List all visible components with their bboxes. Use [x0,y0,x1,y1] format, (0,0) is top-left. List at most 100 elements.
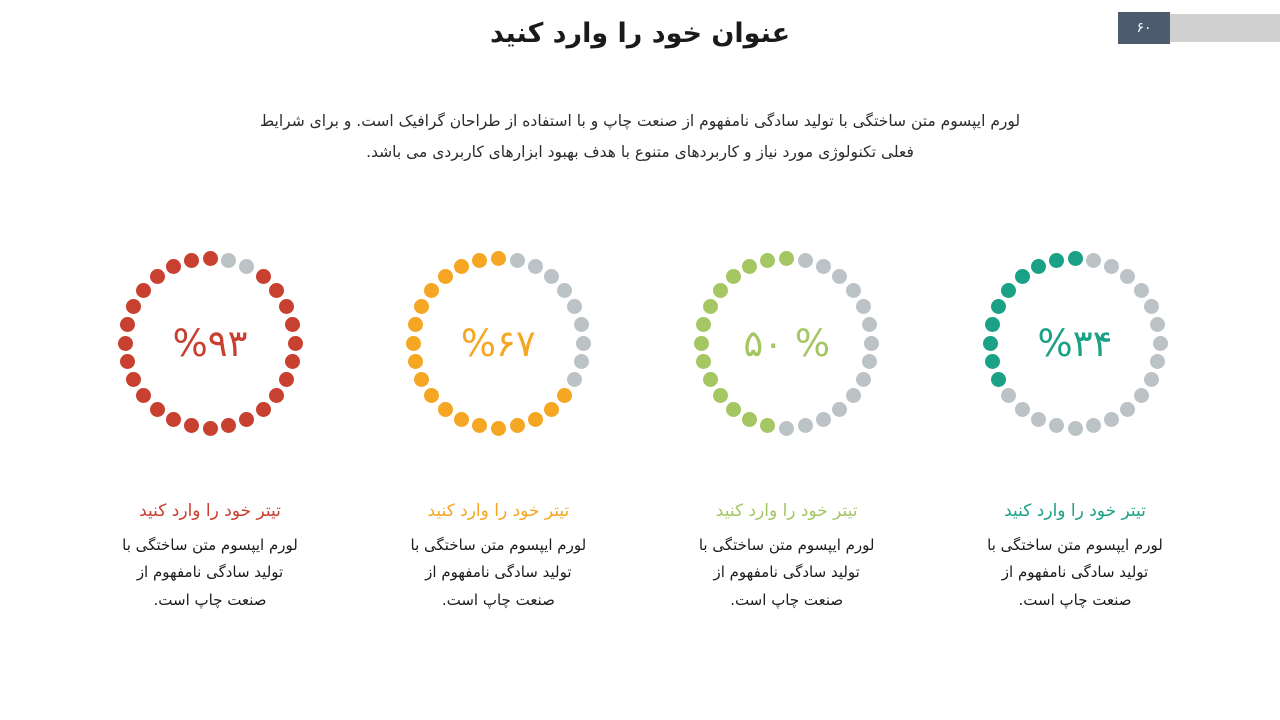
ring-dot-filled [221,418,237,434]
caption-body: لورم ایپسوم متن ساختگی با تولید سادگی نا… [987,535,1163,610]
ring-dot-filled [165,258,181,274]
ring-dot-filled [149,269,165,285]
ring-dot-empty [862,316,878,332]
ring-dot-filled [471,252,487,268]
ring-dot-empty [527,258,543,274]
ring-dot-filled [136,388,152,404]
ring-dot-empty [855,298,871,314]
ring-dot-filled [1001,282,1017,298]
ring-dot-empty [573,316,589,332]
ring-dot-empty [832,401,848,417]
ring-dot-empty [862,354,878,370]
stat-column: %۳۴ تیتر خود را وارد کنید لورم ایپسوم متن … [975,243,1175,615]
ring-dot-filled [990,298,1006,314]
ring-dot-empty [1001,388,1017,404]
caption-body: لورم ایپسوم متن ساختگی با تولید سادگی نا… [122,535,298,610]
ring-dot-filled [543,401,559,417]
stat-column: %۶۷ تیتر خود را وارد کنید لورم ایپسوم متن … [398,243,598,615]
stat-caption: تیتر خود را وارد کنید لورم ایپسوم متن ساخ… [980,499,1170,615]
ring-dot-filled [742,258,758,274]
ring-dot-filled [202,420,218,436]
ring-dot-filled [712,388,728,404]
page-badge: ۶۰ [1118,12,1280,44]
ring-dot-filled [760,252,776,268]
ring-dot-filled [694,335,710,351]
ring-dot-empty [845,388,861,404]
ring-dot-filled [285,316,301,332]
page-subtitle: لورم ایپسوم متن ساختگی با تولید سادگی نا… [259,112,1021,161]
ring-dot-empty [567,372,583,388]
stat-caption: تیتر خود را وارد کنید لورم ایپسوم متن ساخ… [403,499,593,615]
ring-dot-empty [543,269,559,285]
ring-dot-filled [239,412,255,428]
stat-column: % ۵۰ تیتر خود را وارد کنید لورم ایپسوم متن… [687,243,887,615]
ring-dot-empty [832,269,848,285]
ring-dot-filled [527,412,543,428]
ring-dot-filled [437,401,453,417]
ring-dot-empty [1152,335,1168,351]
ring-dot-empty [816,258,832,274]
ring-dot-filled [437,269,453,285]
caption-title: تیتر خود را وارد کنید [715,501,858,521]
ring-dot-filled [202,250,218,266]
ring-dot-filled [990,372,1006,388]
ring-dot-filled [183,252,199,268]
ring-dot-filled [119,316,135,332]
ring-dot-filled [509,418,525,434]
ring-dot-empty [239,258,255,274]
ring-dot-filled [165,412,181,428]
ring-dot-empty [1133,282,1149,298]
ring-dot-empty [1086,418,1102,434]
ring-dot-filled [424,282,440,298]
ring-dot-empty [779,420,795,436]
ring-dot-filled [726,401,742,417]
ring-dot-filled [471,418,487,434]
ring-dot-empty [798,252,814,268]
ring-dot-filled [984,354,1000,370]
ring-dot-filled [712,282,728,298]
ring-dot-filled [255,269,271,285]
ring-dot-filled [414,372,430,388]
ring-dot-filled [268,388,284,404]
ring-dot-filled [557,388,573,404]
ring-dot-filled [982,335,998,351]
ring-dot-empty [1104,258,1120,274]
stats-columns: %۹۳ تیتر خود را وارد کنید لورم ایپسوم متن … [110,243,1175,615]
ring-dot-empty [1150,316,1166,332]
progress-ring-chart: %۶۷ [398,243,598,443]
ring-dot-filled [405,335,421,351]
caption-title: تیتر خود را وارد کنید [139,501,281,521]
ring-dot-filled [414,298,430,314]
ring-dot-empty [864,335,880,351]
page-number-badge: ۶۰ [1118,12,1170,44]
ring-percentage-label: % ۵۰ [743,321,831,365]
ring-dot-filled [1067,250,1083,266]
ring-dot-filled [702,372,718,388]
ring-dot-filled [136,282,152,298]
ring-dot-empty [1086,252,1102,268]
ring-dot-filled [424,388,440,404]
ring-dot-filled [742,412,758,428]
ring-dot-filled [1030,258,1046,274]
ring-dot-empty [1014,401,1030,417]
ring-dot-filled [279,372,295,388]
ring-dot-empty [221,252,237,268]
stat-column: %۹۳ تیتر خود را وارد کنید لورم ایپسوم متن … [110,243,310,615]
ring-dot-filled [726,269,742,285]
ring-dot-filled [1048,252,1064,268]
ring-dot-filled [125,372,141,388]
ring-dot-empty [573,354,589,370]
progress-ring-chart: %۳۴ [975,243,1175,443]
ring-dot-filled [1014,269,1030,285]
ring-percentage-label: %۶۷ [460,321,536,365]
ring-dot-filled [490,250,506,266]
ring-dot-empty [1150,354,1166,370]
ring-dot-empty [557,282,573,298]
ring-dot-empty [816,412,832,428]
ring-percentage-label: %۹۳ [172,321,248,365]
progress-ring-chart: %۹۳ [110,243,310,443]
ring-percentage-label: %۳۴ [1037,321,1113,365]
ring-dot-filled [117,335,133,351]
ring-dot-filled [984,316,1000,332]
ring-dot-empty [567,298,583,314]
